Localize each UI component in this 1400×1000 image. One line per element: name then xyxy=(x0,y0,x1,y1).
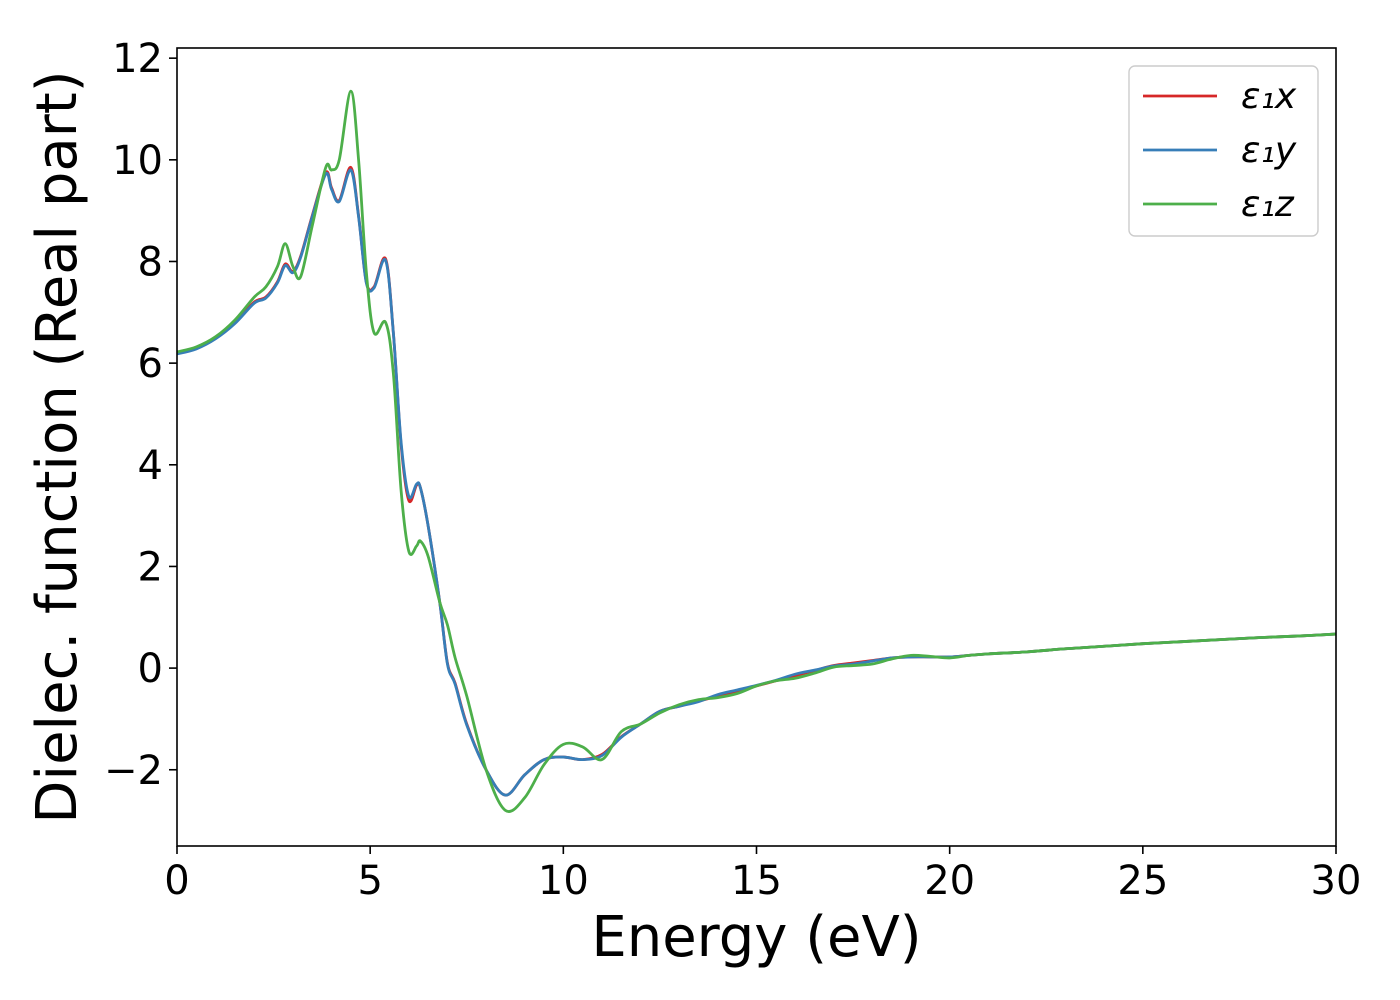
x-axis-ticks: 0 5 10 15 20 25 30 xyxy=(164,846,1361,904)
legend-label: ε₁z xyxy=(1241,184,1295,225)
x-tick-label: 5 xyxy=(357,858,382,904)
legend-item: ε₁z xyxy=(1143,184,1295,225)
y-tick-label: 10 xyxy=(112,138,163,184)
y-axis-label: Dielec. function (Real part) xyxy=(25,70,90,823)
legend-label: ε₁x xyxy=(1241,76,1297,117)
x-tick-label: 25 xyxy=(1117,858,1168,904)
x-tick-label: 20 xyxy=(924,858,975,904)
legend-item: ε₁x xyxy=(1143,76,1297,117)
y-tick-label: 8 xyxy=(138,239,163,285)
y-tick-label: −2 xyxy=(104,748,163,794)
y-axis-ticks: −2 0 2 4 6 8 10 12 xyxy=(104,36,177,794)
y-tick-label: 4 xyxy=(138,443,163,489)
x-axis-label: Energy (eV) xyxy=(591,905,921,970)
legend-item: ε₁y xyxy=(1143,130,1297,171)
y-tick-label: 6 xyxy=(138,341,163,387)
x-tick-label: 10 xyxy=(538,858,589,904)
series-line-3 xyxy=(177,89,1336,813)
legend-label: ε₁y xyxy=(1241,130,1297,171)
legend-frame xyxy=(1128,65,1319,237)
y-tick-label: 12 xyxy=(112,36,163,82)
y-tick-label: 2 xyxy=(138,544,163,590)
legend: ε₁x ε₁y ε₁z xyxy=(1128,65,1319,237)
series-line-2 xyxy=(177,168,1336,797)
x-tick-label: 15 xyxy=(731,858,782,904)
series-line-1 xyxy=(177,166,1336,797)
x-tick-label: 30 xyxy=(1311,858,1362,904)
y-tick-label: 0 xyxy=(138,646,163,692)
x-tick-label: 0 xyxy=(164,858,189,904)
plot-lines xyxy=(177,89,1336,813)
